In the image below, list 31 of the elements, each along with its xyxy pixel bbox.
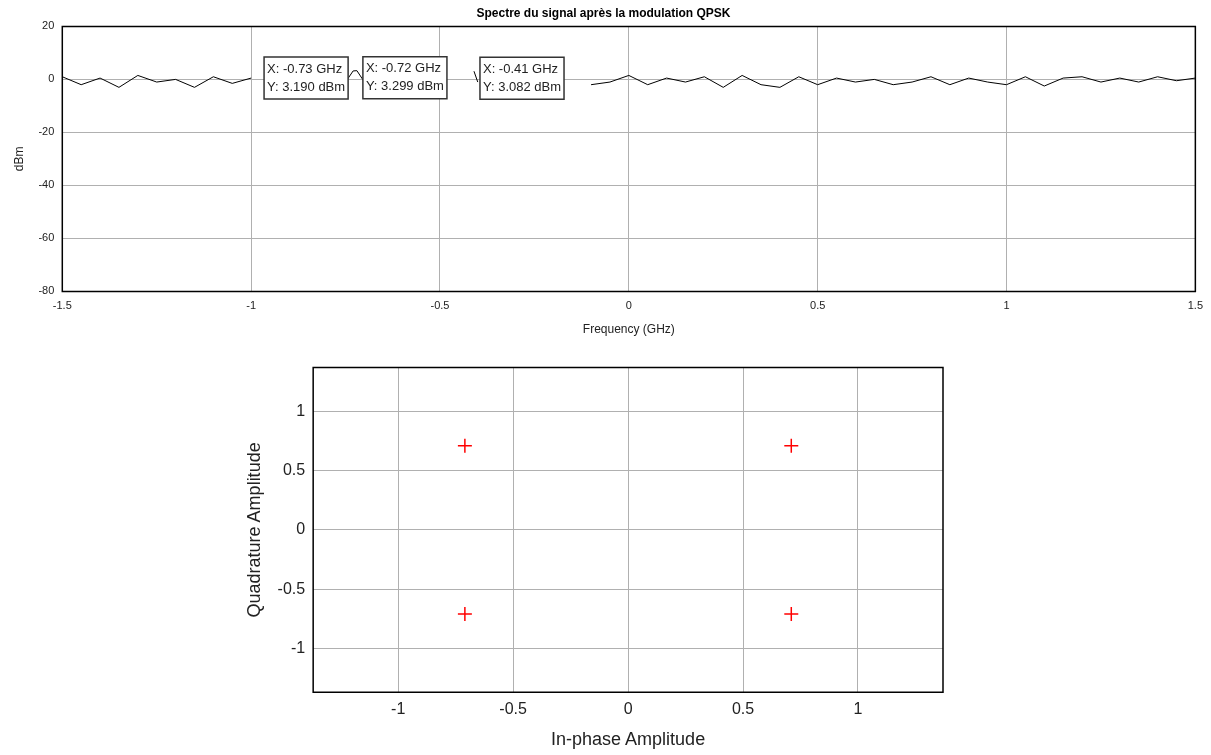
x-tick-label: 1 (853, 700, 863, 718)
y-axis-title: Quadrature Amplitude (243, 442, 264, 618)
x-tick-label: 0 (625, 299, 632, 312)
y-tick-label: 0.5 (282, 461, 306, 479)
x-tick-label: 1 (1003, 299, 1010, 312)
x-tick-label: 1.5 (1187, 299, 1203, 312)
x-tick-label: -1 (246, 299, 257, 312)
x-tick-label: -1.5 (52, 299, 72, 312)
y-tick-label: 1 (296, 401, 306, 419)
y-tick-label: 20 (42, 19, 55, 32)
x-tick-label: 0.5 (810, 299, 826, 312)
annotation: X: -0.72 GHz Y: 3.299 dBm (365, 60, 444, 94)
y-tick-label: -20 (38, 125, 55, 138)
x-tick-label: -0.5 (430, 299, 450, 312)
y-tick-label: 0 (48, 72, 55, 85)
x-tick-label: 0.5 (731, 700, 755, 718)
y-tick-label: -40 (38, 178, 55, 191)
x-axis-title: In-phase Amplitude (551, 729, 706, 750)
y-tick-label: 0 (296, 520, 306, 538)
x-tick-label: -1 (391, 700, 406, 718)
x-axis-title: Frequency (GHz) (582, 322, 675, 337)
x-tick-label: 0 (623, 700, 633, 718)
y-tick-label: -1 (290, 638, 306, 656)
y-axis-title: dBm (11, 146, 26, 172)
y-tick-label: -0.5 (277, 579, 306, 597)
annotation: X: -0.41 GHz Y: 3.082 dBm (482, 60, 562, 94)
x-tick-label: -0.5 (499, 700, 528, 718)
chart-title: Spectre du signal après la modulation QPSK (476, 5, 731, 20)
annotation: X: -0.73 GHz Y: 3.190 dBm (267, 60, 346, 94)
y-tick-label: -60 (38, 231, 55, 244)
y-tick-label: -80 (38, 284, 55, 297)
